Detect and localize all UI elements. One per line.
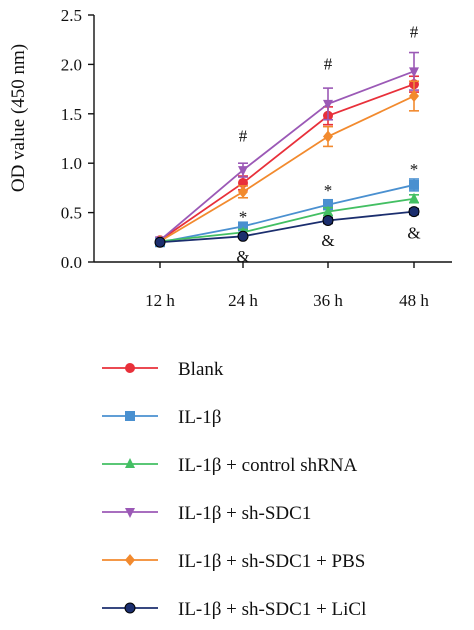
legend-item: IL-1β + control shRNA <box>102 455 357 476</box>
legend-marker <box>125 458 135 468</box>
legend-item: IL-1β + sh-SDC1 <box>102 503 311 524</box>
x-tick-label: 12 h <box>145 291 175 310</box>
legend-label: IL-1β + sh-SDC1 <box>178 503 311 524</box>
data-point <box>408 206 420 218</box>
data-point <box>323 205 333 216</box>
significance-mark: # <box>239 126 248 145</box>
legend-label: IL-1β + sh-SDC1 + PBS <box>178 551 365 572</box>
significance-mark: # <box>324 54 333 73</box>
legend-label: IL-1β <box>178 407 221 428</box>
significance-mark: & <box>407 223 420 242</box>
y-tick-label: 1.0 <box>61 154 82 173</box>
x-tick-label: 24 h <box>228 291 258 310</box>
legend-label: Blank <box>178 359 224 380</box>
data-point <box>154 236 166 248</box>
y-axis-label: OD value (450 nm) <box>8 44 29 192</box>
series-line <box>159 210 415 244</box>
data-point <box>409 192 419 203</box>
data-point <box>323 99 333 110</box>
legend-item: IL-1β + sh-SDC1 + LiCl <box>102 599 366 620</box>
series-layer <box>154 51 420 248</box>
data-point <box>409 67 419 78</box>
series-line <box>159 83 415 242</box>
y-axis: 0.0 0.5 1.0 1.5 2.0 2.5 <box>61 6 95 272</box>
significance-mark: * <box>410 160 419 179</box>
legend-marker <box>124 602 136 614</box>
data-point <box>409 179 419 190</box>
significance-mark: * <box>239 207 248 226</box>
legend-item: IL-1β <box>102 407 221 428</box>
y-tick-label: 0.5 <box>61 204 82 223</box>
series-line <box>159 70 415 241</box>
y-tick-label: 2.0 <box>61 55 82 74</box>
significance-mark: * <box>324 181 333 200</box>
significance-mark: & <box>321 231 334 250</box>
legend-marker <box>125 363 135 373</box>
legend-label: IL-1β + sh-SDC1 + LiCl <box>178 599 366 620</box>
series-2 <box>155 192 419 246</box>
data-point <box>323 199 333 210</box>
data-point <box>322 215 334 227</box>
data-point <box>238 185 248 198</box>
y-tick-label: 0.0 <box>61 253 82 272</box>
series-5 <box>154 206 420 248</box>
data-point <box>237 230 249 242</box>
legend-item: Blank <box>102 359 224 380</box>
data-point <box>323 130 333 143</box>
series-line <box>159 95 415 243</box>
x-axis: 12 h 24 h 36 h 48 h <box>94 261 452 310</box>
legend-marker <box>125 508 135 518</box>
legend-item: IL-1β + sh-SDC1 + PBS <box>102 551 365 572</box>
data-point <box>238 166 248 177</box>
legend: Blank IL-1β IL-1β + control shRNA IL-1β + s… <box>102 359 366 620</box>
significance-mark: & <box>236 247 249 266</box>
data-point <box>409 90 419 103</box>
y-tick-label: 2.5 <box>61 6 82 25</box>
y-tick-label: 1.5 <box>61 105 82 124</box>
significance-mark: # <box>410 23 419 42</box>
legend-label: IL-1β + control shRNA <box>178 455 357 476</box>
series-line <box>159 184 415 244</box>
x-tick-label: 48 h <box>399 291 429 310</box>
significance-annotations: # # # * * * & & & <box>236 23 420 266</box>
legend-marker <box>125 411 135 421</box>
x-tick-label: 36 h <box>313 291 343 310</box>
series-line <box>159 197 415 243</box>
legend-marker <box>125 554 135 566</box>
